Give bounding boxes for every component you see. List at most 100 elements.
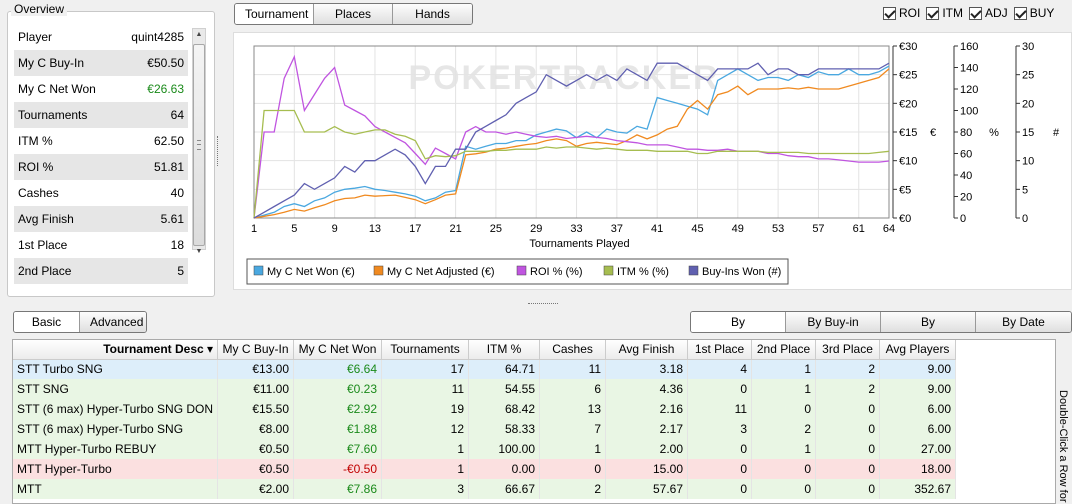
table-cell: €2.00 [217,479,295,499]
series-line [253,109,890,219]
tab-by-buy-in[interactable]: By Buy-in [786,312,881,332]
table-cell: 3 [687,419,753,439]
table-cell: 15.00 [605,459,689,479]
y-tick-label: 160 [960,41,978,53]
checkmark-icon[interactable] [1013,6,1027,20]
overview-row-value: €50.50 [147,56,184,70]
column-header[interactable]: Avg Finish [605,340,689,360]
checkbox-itm[interactable]: ITM [926,6,963,20]
column-header[interactable]: Tournaments [381,340,470,360]
table-cell: 68.42 [468,399,541,419]
y-tick-label: €5 [899,184,911,196]
overview-row-label: ITM % [18,134,53,148]
x-tick-label: 9 [332,223,338,235]
y-tick-label: 0 [960,213,966,225]
table-cell: €6.64 [293,359,383,379]
x-tick-label: 25 [490,223,502,235]
table-row[interactable]: MTT Hyper-Turbo REBUY €0.50 €7.60 1 100.00 1 2… [13,439,957,459]
legend-label: ITM % (%) [617,266,669,278]
horizontal-splitter[interactable] [528,303,558,306]
column-header-label: ITM % [486,342,522,357]
table-cell: 58.33 [468,419,541,439]
column-header-label: Tournaments [390,342,460,357]
checkmark-icon[interactable] [969,6,983,20]
table-row[interactable]: STT SNG €11.00 €0.23 11 54.55 6 4.36 0 1 2 9.00 [13,379,957,399]
table-row[interactable]: STT (6 max) Hyper-Turbo SNG €8.00 €1.88 12 5… [13,419,957,439]
tab-basic[interactable]: Basic [14,312,80,332]
table-cell: STT Turbo SNG [13,359,219,379]
overview-row: 2nd Place 5 [14,258,188,284]
overview-stats-list: Player quint4285 My C Buy-In €50.50 My C Net… [14,24,188,284]
tab-tournament[interactable]: Tournament [235,4,314,24]
column-header[interactable]: 2nd Place [751,340,817,360]
tab-by-date[interactable]: By Date [976,312,1071,332]
tab-hands[interactable]: Hands [393,4,472,24]
table-cell: 1 [751,439,817,459]
overview-row: Player quint4285 [14,24,188,50]
tab-by-description[interactable]: By Description [691,312,786,332]
x-tick-label: 61 [853,223,865,235]
y-tick-label: 30 [1022,41,1034,53]
scroll-down-arrow-icon[interactable]: ▼ [195,248,203,255]
x-tick-label: 17 [409,223,421,235]
watermark-text: POKERTRACKER [408,59,719,97]
checkmark-icon[interactable] [883,6,896,20]
overview-row: ITM % 62.50 [14,128,188,154]
scroll-up-arrow-icon[interactable]: ▲ [195,31,203,38]
sort-arrow-icon[interactable]: ▾ [203,342,214,357]
table-row[interactable]: STT Turbo SNG €13.00 €6.64 17 64.71 11 3.18 4 1 2… [13,359,957,379]
table-row[interactable]: STT (6 max) Hyper-Turbo SNG DON €15.50 €2.… [13,399,957,419]
vertical-splitter[interactable] [217,136,220,166]
y-tick-label: €20 [899,98,917,110]
table-cell: STT SNG [13,379,219,399]
checkmark-icon[interactable] [926,6,940,20]
tab-by-tournament[interactable]: By Tournament [881,312,976,332]
column-header[interactable]: My C Buy-In [217,340,295,360]
column-header-label: 1st Place [694,342,745,357]
overview-row-label: ROI % [18,160,54,174]
table-row[interactable]: MTT €2.00 €7.86 3 66.67 2 57.67 0 0 0 352.67 [13,479,957,499]
table-cell: 0 [751,459,817,479]
table-cell: 100.00 [468,439,541,459]
checkbox-adj[interactable]: ADJ [969,6,1008,20]
tab-places[interactable]: Places [314,4,393,24]
overview-row-label: 1st Place [18,238,68,252]
tab-advanced[interactable]: Advanced [80,312,146,332]
table-cell: 7 [539,419,607,439]
checkbox-label: ROI [899,6,921,20]
column-header[interactable]: My C Net Won [293,340,383,360]
x-tick-label: 53 [772,223,784,235]
y-tick-label: €25 [899,70,917,82]
overview-row-label: Tournaments [18,108,88,122]
checkbox-buy[interactable]: BUY [1013,6,1054,20]
column-header[interactable]: Avg Players [879,340,957,360]
x-tick-label: 45 [691,223,703,235]
column-header-label: My C Buy-In [222,342,289,357]
checkbox-roi[interactable]: ROI [883,6,920,20]
table-cell: 9.00 [879,359,957,379]
column-header-label: Tournament Desc [103,342,204,357]
table-cell: 0 [815,399,881,419]
column-header[interactable]: 3rd Place [815,340,881,360]
x-tick-label: 1 [251,223,257,235]
y-tick-label: 60 [960,149,972,161]
table-cell: MTT Hyper-Turbo REBUY [13,439,219,459]
table-row[interactable]: MTT Hyper-Turbo €0.50 -€0.50 1 0.00 0 15.00 0 0 0… [13,459,957,479]
overview-row-value: 62.50 [153,134,184,148]
y-tick-label: €0 [899,213,911,225]
overview-row: Tournaments 64 [14,102,188,128]
column-header[interactable]: ITM % [468,340,541,360]
chart-panel: POKERTRACKER 1 5 9 13 17 21 25 29 33 37 41 45 49 53 57 6… [233,32,1072,290]
table-cell: 12 [381,419,470,439]
table-cell: 11 [687,399,753,419]
y-tick-label: €10 [899,156,917,168]
grip-icon [197,140,201,150]
column-header[interactable]: Cashes [539,340,607,360]
overview-scroll-thumb[interactable] [193,44,205,246]
column-header[interactable]: 1st Place [687,340,753,360]
table-cell: 11 [539,359,607,379]
results-table: Tournament Desc ▾ My C Buy-In My C Net Won… [13,340,957,499]
column-header[interactable]: Tournament Desc ▾ [13,340,219,360]
